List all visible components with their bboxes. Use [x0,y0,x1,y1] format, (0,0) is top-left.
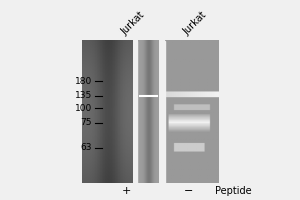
Bar [134,41,137,183]
Text: Jurkat: Jurkat [182,10,209,37]
Text: 63: 63 [80,143,92,152]
Text: Peptide: Peptide [215,186,251,196]
Text: 180: 180 [75,77,92,86]
Text: 100: 100 [75,104,92,113]
Text: 75: 75 [80,118,92,127]
Text: +: + [122,186,131,196]
Bar [160,41,165,183]
Text: 135: 135 [75,91,92,100]
Text: −: − [184,186,193,196]
Text: Jurkat: Jurkat [119,10,146,37]
